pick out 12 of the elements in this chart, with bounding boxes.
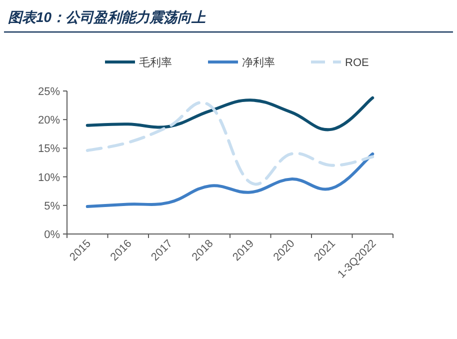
y-tick-label: 15% [38, 143, 60, 156]
legend-label: 净利率 [242, 56, 275, 69]
y-tick-label: 20% [38, 114, 60, 127]
legend-label: ROE [345, 57, 369, 69]
line-series [86, 96, 374, 132]
y-tick-label: 10% [38, 172, 60, 184]
y-tick-label: 25% [38, 86, 60, 98]
line-series [86, 152, 374, 208]
legend-label: 毛利率 [139, 56, 172, 69]
y-tick-label: 5% [44, 200, 60, 212]
chart-title: 图表10：公司盈利能力震荡向上 [8, 9, 207, 25]
y-tick-label: 0% [44, 229, 60, 241]
